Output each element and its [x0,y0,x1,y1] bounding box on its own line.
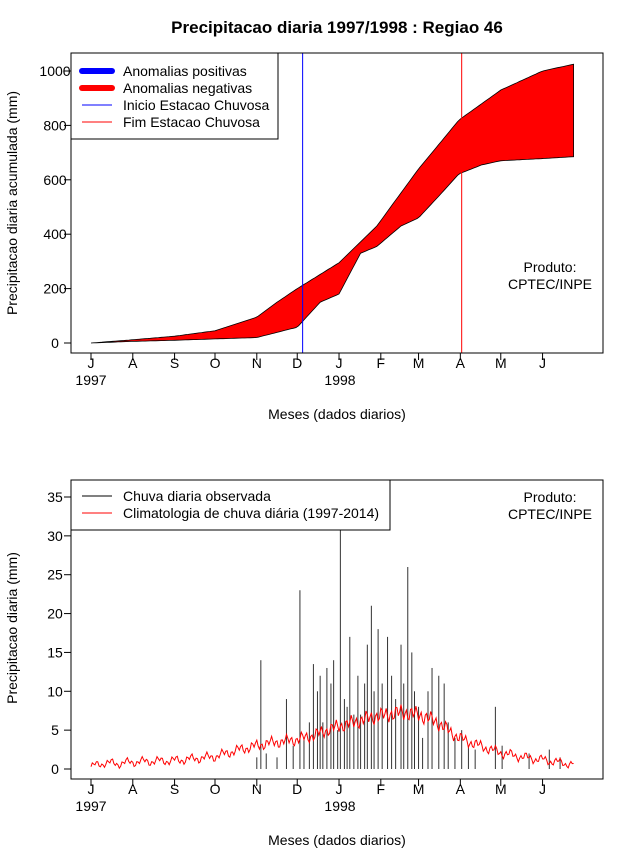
top-x-tick-label: J [336,355,343,371]
climatology-line [90,704,574,770]
top-plot-frame [70,52,604,354]
bottom-legend-box [70,479,391,531]
observed-rain-bars [256,528,561,769]
bottom-y-tick-label: 15 [47,644,63,660]
top-x-tick-label: S [170,355,179,371]
bottom-x-tick-label: J [88,781,95,797]
bottom-x-label: Meses (dados diarios) [268,832,406,848]
top-x-tick-label: A [128,355,138,371]
bottom-y-tick-label: 10 [47,683,63,699]
bottom-year-1998: 1998 [324,798,355,814]
top-y-tick-label: 1000 [39,63,70,79]
bottom-x-tick-label: M [413,781,425,797]
top-x-tick-label: A [456,355,466,371]
top-x-tick-label: M [413,355,425,371]
bottom-y-label: Precipitacao diaria (mm) [4,552,20,704]
bottom-x-tick-label: N [252,781,262,797]
legend-negative-label: Anomalias negativas [123,80,252,96]
top-y-label: Precipitacao diaria acumulada (mm) [4,91,20,315]
bottom-x-tick-label: D [292,781,302,797]
top-annotation-source: CPTEC/INPE [508,276,592,292]
bottom-y-tick-label: 30 [47,528,63,544]
top-x-tick-label: N [252,355,262,371]
bottom-y-tick-label: 25 [47,567,63,583]
top-x-tick-label: J [88,355,95,371]
legend-end-label: Fim Estacao Chuvosa [123,114,260,130]
bottom-x-tick-label: F [377,781,386,797]
bottom-x-tick-label: A [128,781,138,797]
top-x-tick-label: D [292,355,302,371]
bottom-y-tick-label: 0 [51,761,59,777]
top-x-tick-label: M [495,355,507,371]
bottom-annotation-source: CPTEC/INPE [508,506,592,522]
chart-title: Precipitacao diaria 1997/1998 : Regiao 4… [171,18,503,37]
top-y-tick-label: 600 [43,172,67,188]
top-annotation-product: Produto: [524,259,577,275]
top-legend-box [70,52,279,140]
top-y-axis: 0 200 400 600 800 1000 [39,63,71,351]
top-y-tick-label: 400 [43,226,67,242]
legend-positive-label: Anomalias positivas [123,63,247,79]
bottom-y-tick-label: 35 [47,489,63,505]
top-x-tick-label: F [377,355,386,371]
top-year-1998: 1998 [324,372,355,388]
bottom-x-tick-label: J [336,781,343,797]
top-y-tick-label: 200 [43,281,67,297]
bottom-x-tick-label: S [170,781,179,797]
top-x-tick-label: O [210,355,221,371]
bottom-legend: Chuva diaria observada Climatologia de c… [70,479,391,531]
top-year-1997: 1997 [75,372,106,388]
top-x-label: Meses (dados diarios) [268,406,406,422]
legend-observed-label: Chuva diaria observada [123,488,271,504]
bottom-y-axis: 0 5 10 15 20 25 30 35 [47,489,71,777]
bottom-year-1997: 1997 [75,798,106,814]
legend-start-label: Inicio Estacao Chuvosa [123,97,270,113]
bottom-y-tick-label: 5 [51,722,59,738]
bottom-annotation-product: Produto: [524,489,577,505]
top-y-tick-label: 0 [51,335,59,351]
bottom-x-tick-label: A [456,781,466,797]
bottom-x-tick-label: M [495,781,507,797]
bottom-y-tick-label: 20 [47,606,63,622]
top-y-tick-label: 800 [43,117,67,133]
bottom-panel: 0 5 10 15 20 25 30 35 J A S O N D J F M A M J 1997 1998 Me… [4,479,604,848]
top-legend: Anomalias positivas Anomalias negativas … [70,52,279,140]
bottom-x-tick-label: J [539,781,546,797]
bottom-x-tick-label: O [210,781,221,797]
top-panel: 0 200 400 600 800 1000 J A S O N D J F M A M J 1997 1998… [4,52,604,422]
top-x-tick-label: J [539,355,546,371]
negative-anomaly-area [90,63,574,344]
legend-climatology-label: Climatologia de chuva diária (1997-2014) [123,505,379,521]
